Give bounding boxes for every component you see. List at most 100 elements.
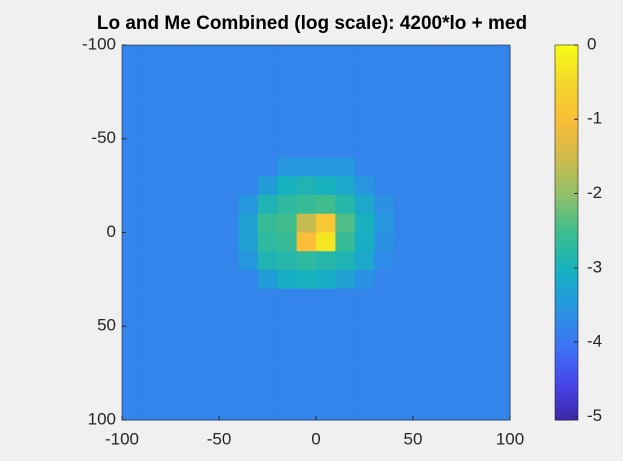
heat-cell [355,64,375,83]
heat-cell [452,45,472,64]
colorbar-swatch [555,367,578,371]
heat-cell [161,364,181,383]
heat-cell [374,64,394,83]
heat-cell [452,289,472,308]
colorbar-swatch [555,345,578,349]
colorbar-swatch [555,279,578,283]
heat-cell [452,139,472,158]
heat-cell [122,251,142,270]
colorbar-swatch [555,348,578,352]
heat-cell [141,64,161,83]
heat-cell [355,158,375,177]
heat-cell [180,176,200,195]
y-tick-label: -100 [82,34,116,53]
heat-cell [471,120,491,139]
heat-cell [200,195,220,214]
heat-cell [200,251,220,270]
heat-cell [471,401,491,420]
colorbar-swatch [555,158,578,162]
heat-cell [394,289,414,308]
heat-cell [277,251,297,270]
colorbar-swatch [555,45,578,49]
heat-cell [491,233,511,252]
heat-cell [413,120,433,139]
heat-cell [277,364,297,383]
heat-cell [200,64,220,83]
heat-cell [238,401,258,420]
heat-cell [297,233,317,252]
colorbar-swatch [555,208,578,212]
heat-cell [355,139,375,158]
heat-cell [180,64,200,83]
heat-cell [161,326,181,345]
heat-cell [122,120,142,139]
heat-cell [335,64,355,83]
heat-cell [355,214,375,233]
colorbar-swatch [555,167,578,171]
colorbar-swatch [555,364,578,368]
heat-cell [219,176,239,195]
heat-cell [161,214,181,233]
heat-cell [316,195,336,214]
heat-cell [180,326,200,345]
heat-cell [452,364,472,383]
heat-cell [335,176,355,195]
colorbar-swatch [555,70,578,74]
heat-cell [161,120,181,139]
heat-cell [297,139,317,158]
heat-cell [374,326,394,345]
heat-cell [219,158,239,177]
heat-cell [141,195,161,214]
heat-cell [141,101,161,120]
heat-cell [238,101,258,120]
colorbar-swatch [555,245,578,249]
colorbar-swatch [555,73,578,77]
heat-cell [141,45,161,64]
heat-cell [219,326,239,345]
colorbar-swatch [555,61,578,65]
heat-cell [200,45,220,64]
heat-cell [452,120,472,139]
heat-cell [471,158,491,177]
heat-cell [335,383,355,402]
heat-cell [180,45,200,64]
heat-cell [413,64,433,83]
heat-cell [452,195,472,214]
colorbar-swatch [555,123,578,127]
heat-cell [238,45,258,64]
heat-cell [141,176,161,195]
colorbar-swatch [555,148,578,152]
heat-cell [335,251,355,270]
colorbar-swatch [555,179,578,183]
heat-cell [316,120,336,139]
heat-cell [452,101,472,120]
colorbar-swatch [555,217,578,221]
colorbar-swatch [555,54,578,58]
heat-cell [491,270,511,289]
y-tick-label: 0 [107,222,116,241]
heat-cell [413,45,433,64]
heat-cell [180,233,200,252]
colorbar-swatch [555,95,578,99]
heat-cell [180,364,200,383]
heat-cell [258,139,278,158]
heat-cell [471,270,491,289]
heat-cell [394,64,414,83]
heat-cell [432,401,452,420]
colorbar-swatch [555,201,578,205]
colorbar-swatch [555,204,578,208]
colorbar-swatch [555,358,578,362]
colorbar-swatch [555,395,578,399]
heat-cell [413,176,433,195]
heat-cell [297,120,317,139]
heat-cell [200,176,220,195]
heat-cell [491,214,511,233]
colorbar-swatch [555,392,578,396]
heat-cell [394,139,414,158]
colorbar-swatch [555,304,578,308]
heat-cell [219,120,239,139]
heat-cell [335,345,355,364]
heat-cell [452,251,472,270]
colorbar-swatch [555,133,578,137]
colorbar-swatch [555,273,578,277]
